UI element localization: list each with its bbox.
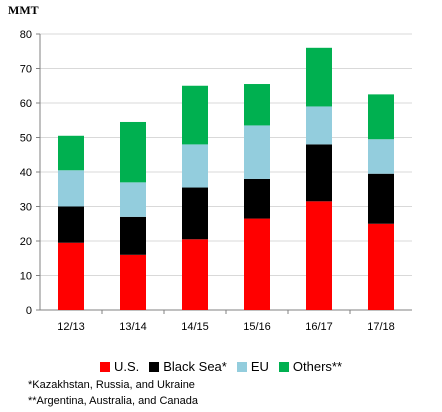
y-tick-label: 40 xyxy=(20,167,32,179)
x-tick-label: 17/18 xyxy=(367,321,395,333)
bar-13-14-series-0 xyxy=(120,254,146,310)
x-tick-label: 16/17 xyxy=(305,321,333,333)
bar-17-18-series-2 xyxy=(368,139,394,174)
legend-swatch xyxy=(149,362,160,372)
x-tick-label: 14/15 xyxy=(181,321,209,333)
bar-15-16-series-3 xyxy=(244,84,270,126)
legend-item: U.S. xyxy=(99,359,140,374)
x-tick-label: 12/13 xyxy=(57,321,85,333)
y-tick-label: 80 xyxy=(20,29,32,41)
y-tick-labels: 0 10 20 30 40 50 60 70 80 xyxy=(20,29,32,317)
y-tick-label: 0 xyxy=(26,305,32,317)
bar-16-17-series-2 xyxy=(306,106,332,145)
bar-14-15-series-3 xyxy=(182,85,208,145)
legend-item: Black Sea* xyxy=(149,359,227,374)
bar-12-13-series-2 xyxy=(58,170,84,207)
bar-13-14-series-1 xyxy=(120,216,146,255)
bar-15-16-series-1 xyxy=(244,178,270,219)
footnote-others: **Argentina, Australia, and Canada xyxy=(28,395,199,407)
y-tick-label: 30 xyxy=(20,202,32,214)
y-tick-label: 10 xyxy=(20,271,32,283)
bar-14-15-series-2 xyxy=(182,144,208,188)
y-tick-label: 50 xyxy=(20,133,32,145)
bar-14-15-series-0 xyxy=(182,239,208,310)
legend-swatch xyxy=(99,362,110,372)
y-tick-label: 20 xyxy=(20,236,32,248)
legend-label: U.S. xyxy=(113,359,140,374)
bar-13-14-series-3 xyxy=(120,121,146,183)
bar-17-18-series-3 xyxy=(368,94,394,140)
bar-16-17-series-1 xyxy=(306,144,332,202)
bar-15-16-series-2 xyxy=(244,125,270,179)
y-axis-unit-label: MMT xyxy=(8,3,39,17)
footnote-black-sea: *Kazakhstan, Russia, and Ukraine xyxy=(28,379,195,391)
x-tick-label: 13/14 xyxy=(119,321,147,333)
y-tick-label: 70 xyxy=(20,64,32,76)
gridlines xyxy=(36,33,412,314)
bar-14-15-series-1 xyxy=(182,187,208,240)
bar-15-16-series-0 xyxy=(244,218,270,310)
bar-16-17-series-0 xyxy=(306,201,332,310)
legend: U.S. Black Sea* EU Others** xyxy=(0,359,442,374)
legend-label: Black Sea* xyxy=(163,359,227,374)
legend-item: Others** xyxy=(278,359,343,374)
legend-item: EU xyxy=(236,359,269,374)
bar-12-13-series-0 xyxy=(58,242,84,310)
legend-label: EU xyxy=(250,359,269,374)
legend-label: Others** xyxy=(292,359,343,374)
stacked-bar-chart: MMT 0 10 20 30 40 50 60 70 80 12/13 13/14 14/15 15/… xyxy=(8,3,412,333)
bar-13-14-series-2 xyxy=(120,182,146,217)
bar-17-18-series-1 xyxy=(368,173,394,224)
legend-swatch xyxy=(278,362,289,372)
y-tick-label: 60 xyxy=(20,98,32,110)
x-tick-labels: 12/13 13/14 14/15 15/16 16/17 17/18 xyxy=(57,321,395,333)
bar-12-13-series-1 xyxy=(58,206,84,243)
bar-12-13-series-3 xyxy=(58,135,84,171)
bar-16-17-series-3 xyxy=(306,47,332,107)
bar-17-18-series-0 xyxy=(368,223,394,310)
legend-swatch xyxy=(236,362,247,372)
bars xyxy=(58,47,394,310)
x-tick-label: 15/16 xyxy=(243,321,271,333)
